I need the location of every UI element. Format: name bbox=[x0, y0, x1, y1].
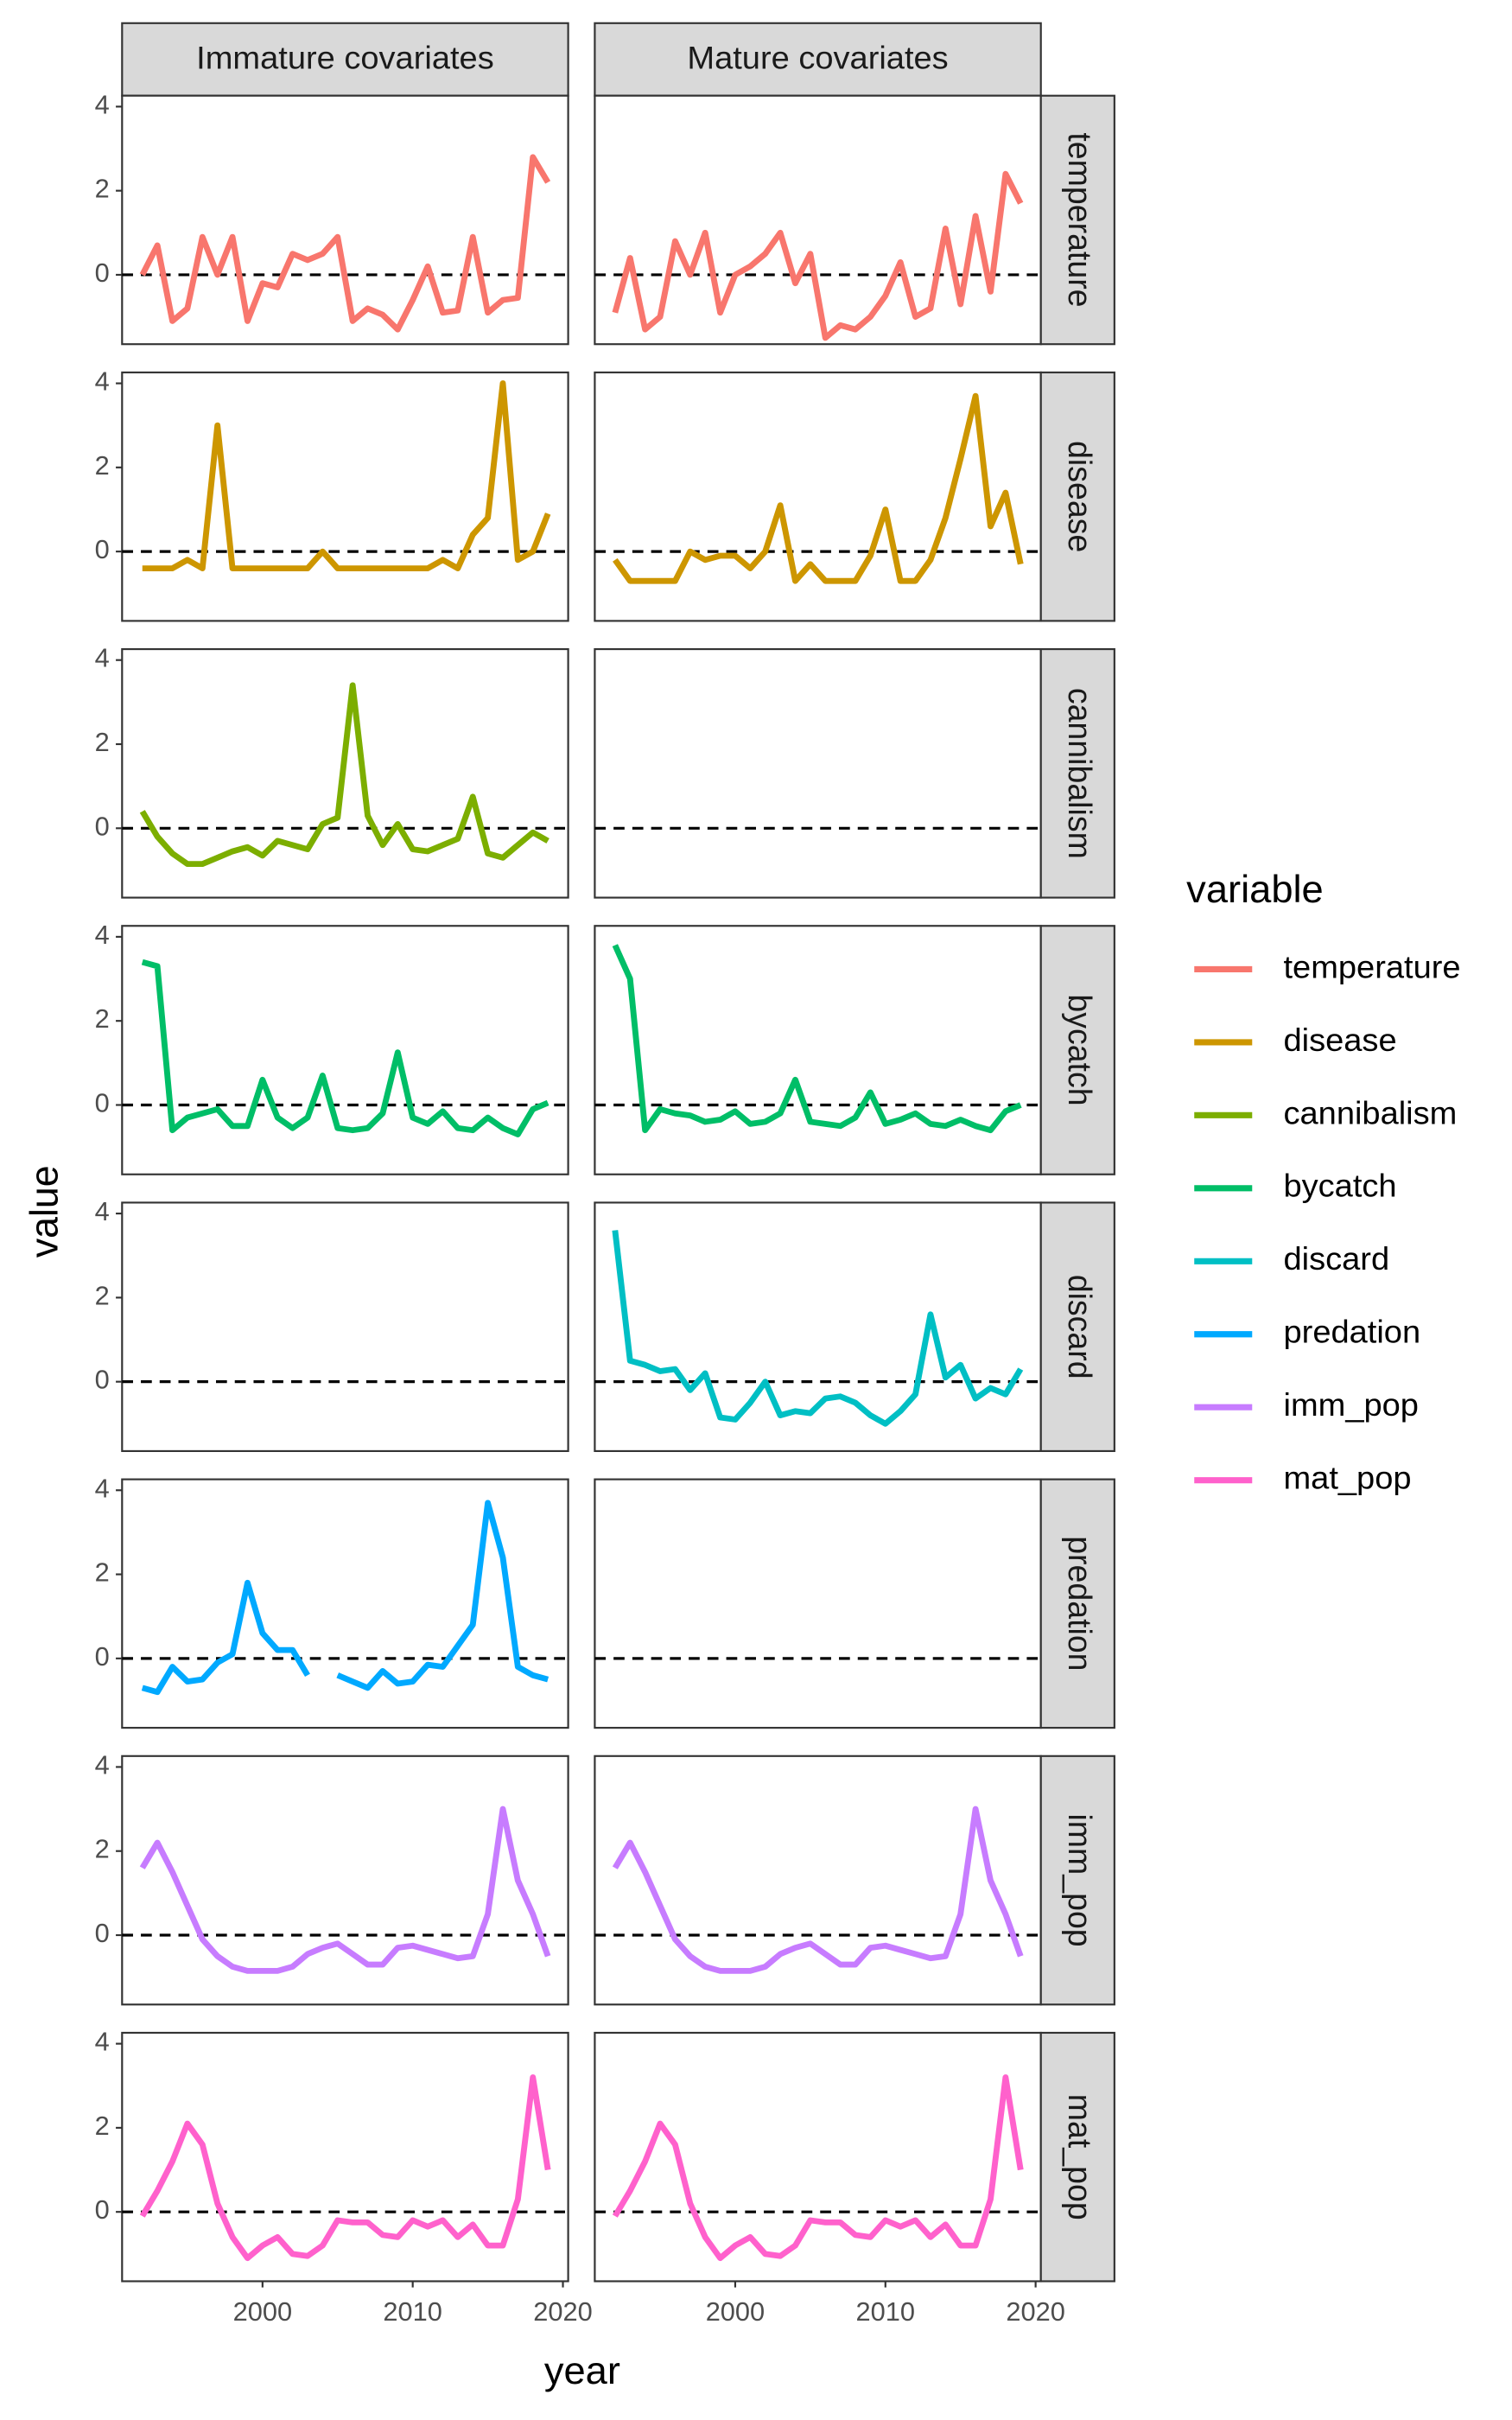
panel bbox=[121, 1201, 569, 1453]
y-tick-label: 2 bbox=[95, 1282, 110, 1311]
row-strip bbox=[1039, 1754, 1115, 2006]
panel bbox=[594, 1754, 1042, 2006]
y-tick-label: 4 bbox=[95, 2028, 110, 2057]
panel bbox=[594, 925, 1042, 1175]
panel bbox=[121, 371, 569, 622]
panel bbox=[121, 925, 569, 1175]
x-tick-label: 2010 bbox=[856, 2297, 915, 2327]
row-strip bbox=[1039, 1201, 1115, 1453]
y-tick-label: 2 bbox=[95, 2111, 110, 2141]
legend-label: temperature bbox=[1284, 950, 1461, 986]
panel bbox=[121, 94, 569, 346]
legend-label: bycatch bbox=[1284, 1169, 1397, 1205]
y-tick-label: 0 bbox=[95, 1366, 110, 1395]
row-strip bbox=[1039, 648, 1115, 899]
row-strip bbox=[1039, 2031, 1115, 2283]
y-tick-label: 4 bbox=[95, 367, 110, 397]
facet-label: Mature covariates bbox=[687, 41, 948, 77]
legend-label: imm_pop bbox=[1284, 1387, 1419, 1423]
panel bbox=[594, 648, 1042, 899]
y-tick-label: 0 bbox=[95, 2195, 110, 2225]
facet-strip bbox=[121, 22, 569, 97]
y-tick-label: 4 bbox=[95, 920, 110, 950]
panel bbox=[594, 1478, 1042, 1729]
legend-label: cannibalism bbox=[1284, 1096, 1458, 1132]
series-line bbox=[612, 1805, 1024, 1974]
x-axis-label: year bbox=[544, 2349, 620, 2393]
y-tick-label: 4 bbox=[95, 1474, 110, 1503]
y-tick-label: 2 bbox=[95, 175, 110, 204]
x-tick-label: 2000 bbox=[233, 2297, 292, 2327]
facet-label: Immature covariates bbox=[196, 41, 494, 77]
row-strip-label: temperature bbox=[1061, 132, 1097, 307]
y-tick-label: 0 bbox=[95, 535, 110, 564]
series-line bbox=[141, 958, 550, 1137]
row-strip-label: mat_pop bbox=[1061, 2094, 1097, 2220]
y-tick-label: 4 bbox=[95, 1197, 110, 1226]
y-tick-label: 2 bbox=[95, 1558, 110, 1588]
series-line bbox=[141, 1500, 550, 1696]
y-tick-label: 4 bbox=[95, 1751, 110, 1780]
series-line bbox=[139, 2074, 551, 2262]
row-strip-label: discard bbox=[1061, 1275, 1097, 1379]
y-tick-label: 0 bbox=[95, 258, 110, 288]
legend-title: variable bbox=[1186, 867, 1324, 911]
row-strip-label: disease bbox=[1061, 441, 1097, 552]
row-strip-label: imm_pop bbox=[1061, 1813, 1097, 1946]
panel bbox=[121, 1478, 569, 1729]
y-tick-label: 2 bbox=[95, 451, 110, 481]
y-tick-label: 2 bbox=[95, 1835, 110, 1864]
series-line bbox=[612, 944, 1022, 1134]
row-strip-label: bycatch bbox=[1061, 994, 1097, 1105]
series-line bbox=[613, 392, 1024, 584]
panel bbox=[594, 1201, 1042, 1453]
legend-label: predation bbox=[1284, 1315, 1421, 1351]
series-line bbox=[139, 154, 551, 333]
series-line bbox=[612, 2074, 1024, 2262]
x-tick-label: 2020 bbox=[1006, 2297, 1064, 2327]
y-axis-label: value bbox=[22, 1165, 66, 1258]
y-tick-label: 4 bbox=[95, 644, 110, 673]
series-line bbox=[139, 1805, 551, 1974]
row-strip bbox=[1039, 1478, 1115, 1729]
y-tick-label: 0 bbox=[95, 812, 110, 842]
x-tick-label: 2000 bbox=[706, 2297, 765, 2327]
y-tick-label: 0 bbox=[95, 1089, 110, 1118]
row-strip-label: predation bbox=[1061, 1536, 1097, 1671]
facet-strip bbox=[594, 22, 1042, 97]
x-tick-label: 2010 bbox=[383, 2297, 442, 2327]
y-tick-label: 4 bbox=[95, 91, 110, 120]
row-strip-label: cannibalism bbox=[1061, 688, 1097, 859]
series-line bbox=[139, 682, 550, 868]
panel bbox=[121, 1754, 569, 2006]
row-strip bbox=[1039, 94, 1115, 346]
legend-label: mat_pop bbox=[1284, 1461, 1412, 1497]
panel bbox=[594, 2031, 1042, 2283]
y-tick-label: 2 bbox=[95, 728, 110, 757]
series-line bbox=[142, 380, 551, 571]
row-strip bbox=[1039, 925, 1115, 1175]
y-tick-label: 2 bbox=[95, 1004, 110, 1034]
series-line bbox=[612, 170, 1024, 341]
x-tick-label: 2020 bbox=[533, 2297, 592, 2327]
series-line bbox=[612, 1230, 1024, 1427]
legend-label: disease bbox=[1284, 1022, 1397, 1059]
row-strip bbox=[1039, 371, 1115, 622]
y-tick-label: 0 bbox=[95, 1642, 110, 1672]
legend-label: discard bbox=[1284, 1241, 1390, 1277]
panel bbox=[121, 2031, 569, 2283]
y-tick-label: 0 bbox=[95, 1919, 110, 1948]
